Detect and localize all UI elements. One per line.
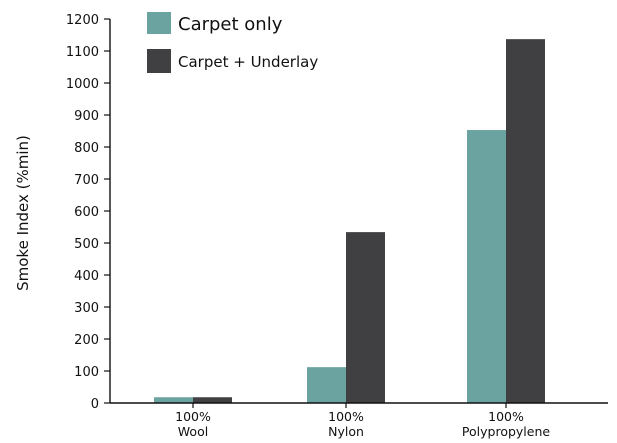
legend-label-carpet-only: Carpet only xyxy=(178,14,283,35)
y-tick-label: 600 xyxy=(74,205,99,220)
y-tick-label: 900 xyxy=(74,109,99,124)
y-tick-label: 1200 xyxy=(66,13,99,28)
bar-carpet-only-1 xyxy=(307,367,346,403)
y-axis: 0 100 200 300 400 500 600 700 800 900 1000 1100 1200 xyxy=(66,13,110,412)
y-tick-label: 0 xyxy=(91,397,99,412)
x-category-label: 100% xyxy=(175,409,211,424)
y-tick-label: 100 xyxy=(74,365,99,380)
x-category-label: 100% xyxy=(328,409,364,424)
x-category-label: Nylon xyxy=(328,424,364,439)
legend-label-carpet-underlay: Carpet + Underlay xyxy=(178,53,318,71)
y-tick-label: 200 xyxy=(74,333,99,348)
y-tick-label: 1000 xyxy=(66,77,99,92)
y-tick-label: 700 xyxy=(74,173,99,188)
y-tick-label: 300 xyxy=(74,301,99,316)
x-category-label: Polypropylene xyxy=(462,424,550,439)
y-axis-title: Smoke Index (%min) xyxy=(14,135,32,291)
x-category-label: Wool xyxy=(178,424,208,439)
bar-carpet-underlay-2 xyxy=(506,39,545,403)
y-tick-label: 500 xyxy=(74,237,99,252)
bars-group xyxy=(154,39,545,404)
legend-swatch-carpet-only xyxy=(147,12,171,34)
y-tick-label: 400 xyxy=(74,269,99,284)
bar-carpet-underlay-1 xyxy=(346,232,385,403)
bar-carpet-only-0 xyxy=(154,397,193,403)
y-tick-label: 1100 xyxy=(66,45,99,60)
legend: Carpet only Carpet + Underlay xyxy=(147,12,318,73)
x-category-label: 100% xyxy=(488,409,524,424)
legend-swatch-carpet-underlay xyxy=(147,49,171,73)
bar-carpet-only-2 xyxy=(467,130,506,404)
y-tick-label: 800 xyxy=(74,141,99,156)
bar-carpet-underlay-0 xyxy=(193,397,232,403)
